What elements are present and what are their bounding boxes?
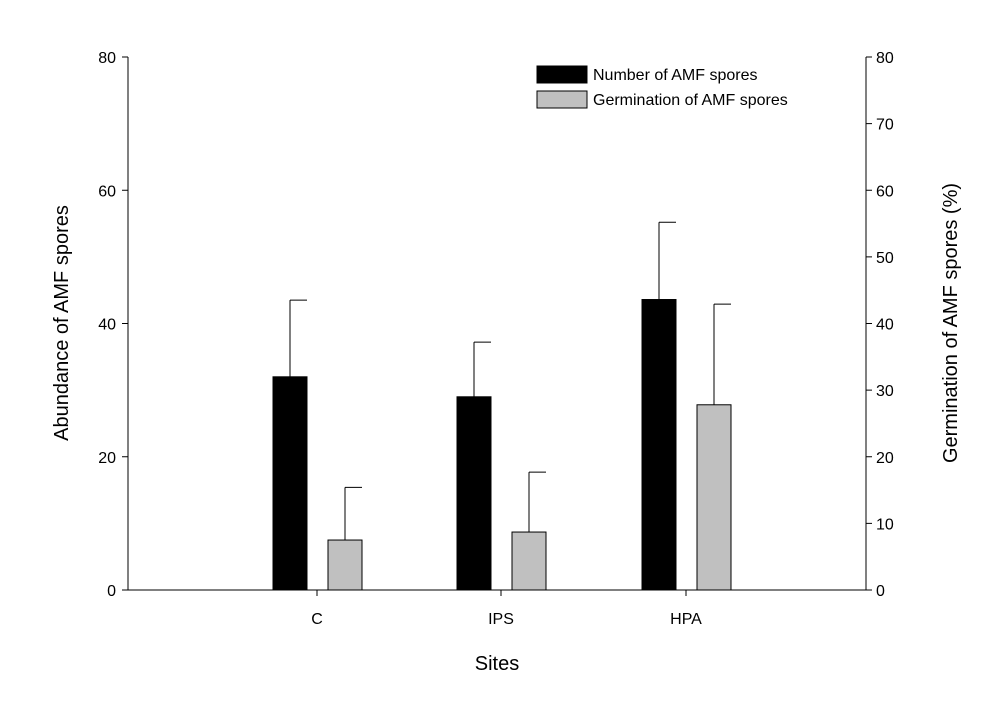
y2-tick-label: 20 <box>876 450 894 467</box>
y2-tick-label: 30 <box>876 383 894 400</box>
y2-tick-label: 70 <box>876 117 894 134</box>
y-tick-label: 80 <box>98 50 116 67</box>
tick-labels: 0 20 40 60 80 0 10 20 30 40 50 60 70 80 C IPS HPA <box>98 50 894 628</box>
y2-tick-label: 80 <box>876 50 894 67</box>
y2-tick-label: 10 <box>876 516 894 533</box>
bars <box>272 299 732 591</box>
legend-label-1: Number of AMF spores <box>593 67 758 84</box>
y2-axis-title: Germination of AMF spores (%) <box>940 183 962 463</box>
bar-right-hpa <box>696 404 732 591</box>
bar-left-ips <box>456 396 492 591</box>
bar-right-c <box>327 539 363 591</box>
error-bars <box>289 221 731 541</box>
x-axis-title: Sites <box>475 653 519 675</box>
y-axis-title: Abundance of AMF spores <box>51 205 73 441</box>
bar-left-hpa <box>641 299 677 591</box>
legend-swatch-2 <box>536 90 588 109</box>
axes <box>122 56 872 596</box>
y2-tick-label: 50 <box>876 250 894 267</box>
y2-tick-label: 0 <box>876 583 885 600</box>
legend: Number of AMF spores Germination of AMF s… <box>536 65 788 109</box>
y-tick-label: 60 <box>98 183 116 200</box>
y-tick-label: 40 <box>98 317 116 334</box>
x-tick-label: C <box>311 611 323 628</box>
y-tick-label: 0 <box>107 583 116 600</box>
y2-tick-label: 60 <box>876 183 894 200</box>
x-tick-label: IPS <box>488 611 514 628</box>
bar-left-c <box>272 376 308 591</box>
bar-right-ips <box>511 531 547 591</box>
legend-label-2: Germination of AMF spores <box>593 92 788 109</box>
x-tick-label: HPA <box>670 611 702 628</box>
legend-swatch-1 <box>536 65 588 84</box>
y2-tick-label: 40 <box>876 317 894 334</box>
y-tick-label: 20 <box>98 450 116 467</box>
